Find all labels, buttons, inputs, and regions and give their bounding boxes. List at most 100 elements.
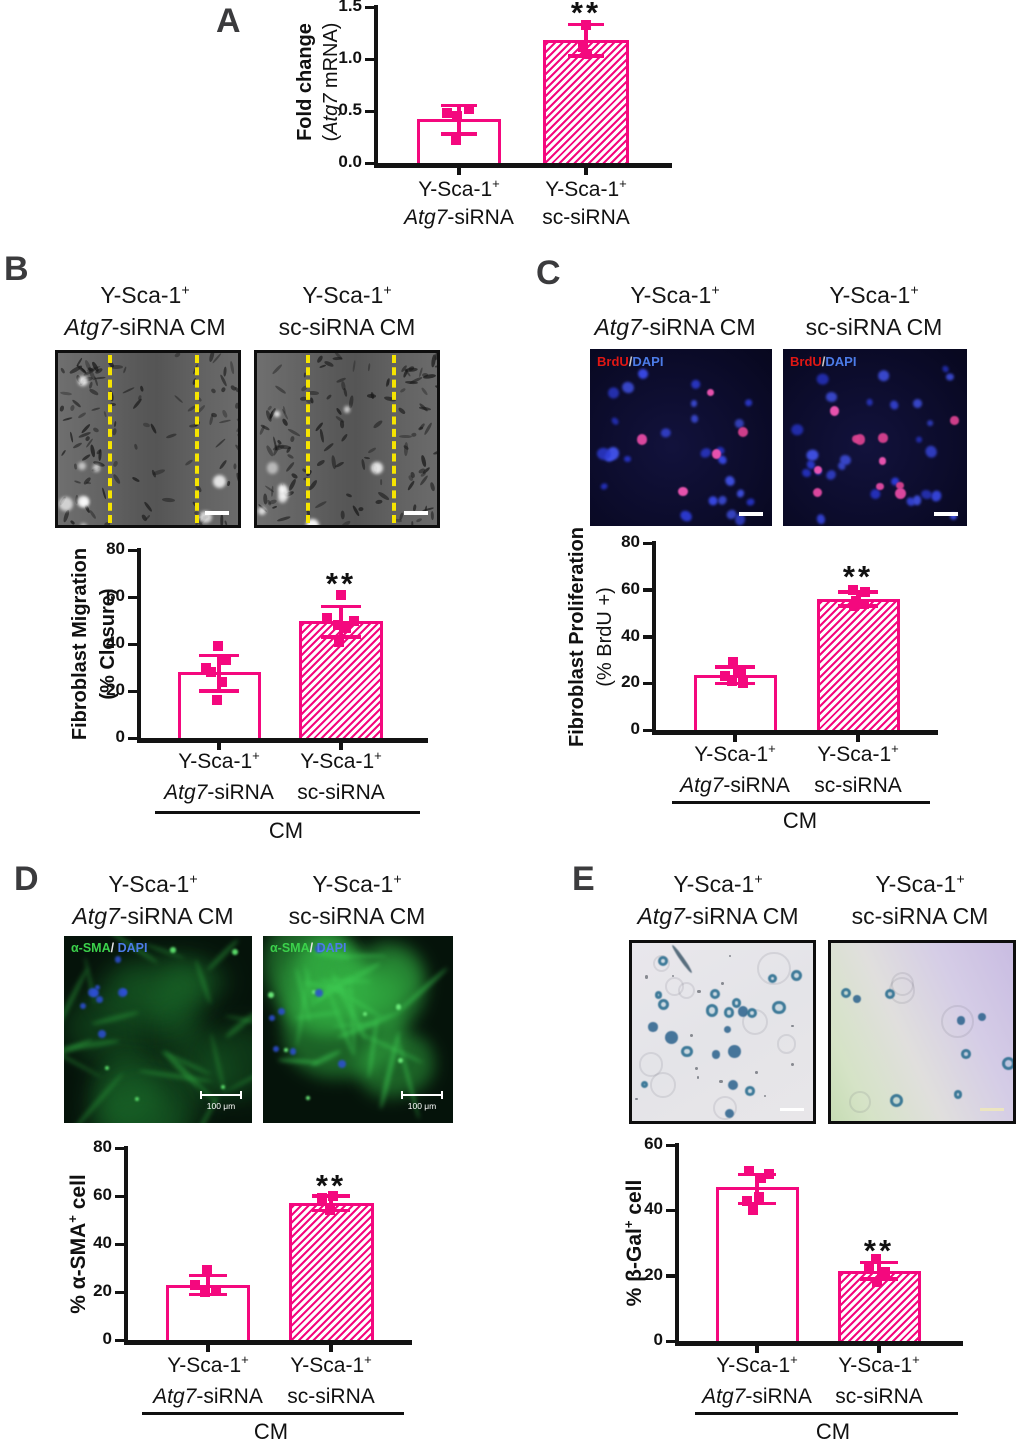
error-line [733,666,737,684]
dapi-nucleus [745,497,756,507]
brdu-positive-nucleus [813,487,823,497]
cell [192,378,198,386]
cell [277,444,291,451]
cell [132,397,144,410]
sma-cell-blob [332,959,410,1022]
y-tick [643,588,652,592]
y-tick-label: 1.0 [338,48,362,67]
cell [318,364,326,369]
sma-stress-fiber [331,1022,378,1029]
y-tick [115,1194,124,1198]
dapi-nucleus [602,450,617,464]
bright-cell-cluster [277,494,288,504]
beta-gal-positive-cell [641,1081,649,1089]
ghost-cell-outline [888,977,916,1004]
panel-letter-E: E [572,860,595,898]
x-category-line2: Atg7-siRNA [164,781,274,804]
brdu-positive-nucleus [636,434,648,446]
y-tick-label: 0.5 [338,100,362,119]
cell [419,474,430,486]
y-axis-title: % β-Gal+ cell [621,1179,646,1307]
cell [75,357,83,368]
cell [280,417,289,427]
dapi-nucleus [724,474,737,488]
dapi-nucleus [715,445,726,457]
cell [103,521,111,525]
data-point [211,1284,221,1295]
data-point [742,1195,752,1206]
dapi-nucleus [117,987,127,997]
data-point [322,613,332,624]
cell [408,474,415,482]
cell [384,378,391,388]
y-axis-title: (% Closure) [97,588,119,700]
cell [351,504,360,517]
cell [379,479,383,486]
cell [269,407,277,419]
cell [283,490,295,498]
brdu-positive-nucleus [737,426,749,438]
brdu-positive-nucleus [711,448,722,459]
dapi-nucleus [660,427,672,439]
sma-stress-fiber [367,1016,380,1079]
data-point [325,1205,335,1216]
y-axis [137,548,141,742]
image-title-line2: sc-siRNA CM [288,903,426,929]
cell [374,499,383,505]
sma-stress-fiber [322,978,372,985]
cell [188,423,197,428]
cell [60,391,73,396]
image-title-line1: Y-Sca-1+ [100,282,190,308]
sma-stress-fiber [294,1010,342,1021]
error-cap-bottom [838,604,878,608]
group-label: CM [815,1419,851,1444]
error-cap-top [321,604,361,609]
error-line [584,24,588,56]
brdu-positive-nucleus [878,457,887,465]
cell [340,433,348,443]
dapi-nucleus [121,989,127,995]
y-tick-label: 0 [102,1329,112,1348]
data-point [848,584,858,595]
dapi-nucleus [707,494,720,507]
beta-gal-positive-cell [728,1045,741,1058]
dapi-nucleus [800,467,813,479]
cell [83,503,91,515]
x-axis [124,1340,412,1345]
cell [419,405,432,411]
dapi-nucleus [806,448,820,461]
cell [214,438,226,449]
bright-green-speck [397,1057,403,1063]
cell [335,377,347,384]
cell [69,520,76,525]
y-tick-label: 0 [653,1330,663,1349]
beta-gal-positive-cell [648,1022,658,1032]
error-line [877,1262,881,1279]
data-point [860,587,870,598]
cell [73,479,82,485]
dapi-nucleus [315,945,323,953]
image-title-line2: sc-siRNA CM [278,314,416,340]
sma-cell-blob [80,1071,192,1123]
beta-gal-positive-cell [665,1031,678,1045]
cell [325,394,332,401]
cell [351,359,356,373]
panel-letter-A: A [216,2,241,40]
x-category-line2: sc-siRNA [542,206,630,229]
x-category-line1: Y-Sca-1+ [290,1352,372,1377]
cell [60,366,66,374]
sma-cell-blob [297,936,366,1024]
sma-stress-fiber [107,936,159,965]
dapi-nucleus [929,489,943,503]
cell [336,407,343,416]
panel-letter-B: B [4,250,29,288]
y-tick-label: 0 [115,727,125,746]
micrograph-E-1 [629,940,816,1124]
dapi-nucleus [734,417,745,429]
scale-bar-label: 100 μm [206,1101,236,1111]
data-point [213,641,223,652]
cell [133,443,139,450]
dapi-nucleus [268,1015,275,1021]
beta-gal-positive-cell [731,997,742,1008]
bright-cell-cluster [199,510,212,523]
